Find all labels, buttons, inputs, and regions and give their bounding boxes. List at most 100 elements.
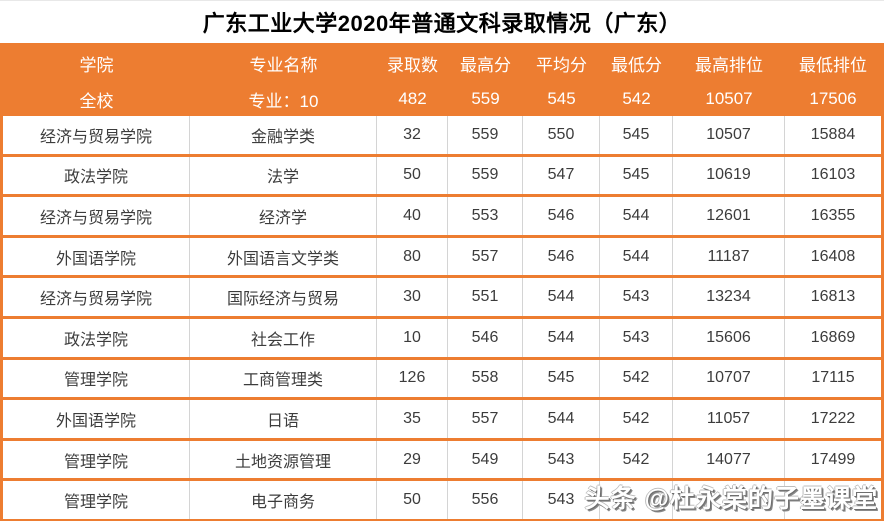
table-cell: 32 (377, 116, 448, 154)
summary-cell: 482 (398, 89, 427, 108)
column-header: 最低分 (611, 55, 662, 75)
table-cell: 544 (523, 278, 600, 316)
table-cell: 50 (377, 156, 448, 195)
summary-cell: 10507 (705, 89, 753, 108)
table-cell: 553 (448, 197, 523, 235)
table-cell: 546 (523, 197, 600, 235)
table-cell: 543 (523, 481, 600, 519)
table-cell: 16869 (810, 328, 856, 346)
column-header: 最高分 (460, 55, 511, 75)
column-header: 学院 (79, 55, 114, 75)
table-cell: 经济与贸易学院 (3, 197, 190, 235)
table-cell: 559 (448, 116, 523, 154)
table-cell: 40 (377, 197, 448, 235)
table-cell: 11057 (673, 400, 785, 438)
table-cell: 546 (523, 237, 600, 276)
table-header-band: 学院 专业名称 录取数 最高分 平均分 最低分 最高排位 最低排位 全校 专业：10 482 559… (0, 43, 884, 116)
table-cell: 543 (600, 318, 673, 357)
table-cell: 外国语学院 (3, 400, 190, 438)
table-cell: 外国语言文学类 (190, 237, 377, 276)
table-cell: 土地资源管理 (190, 440, 377, 479)
table-cell: 16355 (810, 206, 856, 224)
title-bar: 广东工业大学2020年普通文科录取情况（广东） (0, 1, 884, 43)
column-header: 最低排位 (799, 55, 867, 75)
table-cell: 17222 (810, 409, 856, 427)
table-cell: 15884 (810, 125, 856, 143)
table-cell: 管理学院 (3, 440, 190, 479)
table-cell: 29 (377, 440, 448, 479)
table-cell: 工商管理类 (190, 359, 377, 398)
table-row: 经济与贸易学院 国际经济与贸易 30 551 544 543 13234 16813 (3, 278, 881, 319)
column-header: 平均分 (536, 55, 587, 75)
table-cell: 545 (523, 359, 600, 398)
table-cell: 社会工作 (190, 318, 377, 357)
table-cell: 12601 (673, 197, 785, 235)
table-body: 经济与贸易学院 金融学类 32 559 550 545 10507 15884 政法学院 法学 50… (0, 116, 884, 521)
table-cell: 经济学 (190, 197, 377, 235)
table-cell: 17115 (811, 369, 855, 387)
table-cell: 13234 (673, 278, 785, 316)
table-cell: 558 (448, 359, 523, 398)
table-row: 政法学院 法学 50 559 547 545 10619 16103 (3, 156, 881, 198)
column-header: 最高排位 (695, 55, 763, 75)
table-cell: 545 (600, 116, 673, 154)
table-cell: 557 (448, 237, 523, 276)
summary-cell: 专业：10 (248, 91, 319, 111)
table-cell: 10 (377, 318, 448, 357)
summary-cell: 559 (471, 89, 500, 108)
summary-cell: 全校 (79, 91, 114, 111)
table-row: 管理学院 电子商务 50 556 543 (3, 481, 881, 519)
table-cell: 559 (448, 156, 523, 195)
table-row: 外国语学院 日语 35 557 544 542 11057 17222 (3, 400, 881, 441)
table-row: 经济与贸易学院 金融学类 32 559 550 545 10507 15884 (3, 116, 881, 157)
summary-cell: 545 (547, 89, 576, 108)
table-cell: 政法学院 (3, 156, 190, 195)
table-cell: 国际经济与贸易 (190, 278, 377, 316)
table-cell (673, 481, 785, 519)
table-cell: 17499 (810, 450, 856, 468)
table-row: 外国语学院 外国语言文学类 80 557 546 544 11187 16408 (3, 237, 881, 279)
table-cell: 30 (377, 278, 448, 316)
table-cell: 545 (600, 156, 673, 195)
table-cell: 经济与贸易学院 (3, 116, 190, 154)
table-cell: 金融学类 (190, 116, 377, 154)
table-cell: 80 (377, 237, 448, 276)
table-cell: 10619 (673, 156, 785, 195)
table-cell: 外国语学院 (3, 237, 190, 276)
table-cell: 544 (523, 318, 600, 357)
summary-row: 全校 专业：10 482 559 545 542 10507 17506 (3, 81, 881, 117)
table-cell: 16813 (810, 288, 856, 306)
column-header: 录取数 (387, 55, 438, 75)
table-cell: 551 (448, 278, 523, 316)
header-row: 学院 专业名称 录取数 最高分 平均分 最低分 最高排位 最低排位 (3, 43, 881, 81)
table-cell: 544 (523, 400, 600, 438)
table-cell (785, 481, 881, 519)
table-cell: 556 (448, 481, 523, 519)
table-cell: 16103 (810, 166, 856, 184)
table-cell (600, 481, 673, 519)
table-cell: 管理学院 (3, 359, 190, 398)
table-cell: 15606 (673, 318, 785, 357)
table-cell: 542 (600, 440, 673, 479)
table-row: 管理学院 工商管理类 126 558 545 542 10707 17115 (3, 359, 881, 401)
table-cell: 549 (448, 440, 523, 479)
table-cell: 经济与贸易学院 (3, 278, 190, 316)
table-cell: 35 (377, 400, 448, 438)
page-title: 广东工业大学2020年普通文科录取情况（广东） (202, 11, 682, 36)
table-cell: 14077 (673, 440, 785, 479)
table-cell: 11187 (673, 237, 785, 276)
table-cell: 542 (600, 400, 673, 438)
table-row: 政法学院 社会工作 10 546 544 543 15606 16869 (3, 318, 881, 360)
table-cell: 543 (600, 278, 673, 316)
summary-cell: 542 (622, 89, 651, 108)
table-cell: 电子商务 (190, 481, 377, 519)
table-cell: 10507 (673, 116, 785, 154)
table-cell: 政法学院 (3, 318, 190, 357)
table-cell: 16408 (810, 247, 856, 265)
table-cell: 542 (600, 359, 673, 398)
table-row: 经济与贸易学院 经济学 40 553 546 544 12601 16355 (3, 197, 881, 238)
table-cell: 法学 (190, 156, 377, 195)
table-cell: 544 (600, 237, 673, 276)
table-cell: 日语 (190, 400, 377, 438)
